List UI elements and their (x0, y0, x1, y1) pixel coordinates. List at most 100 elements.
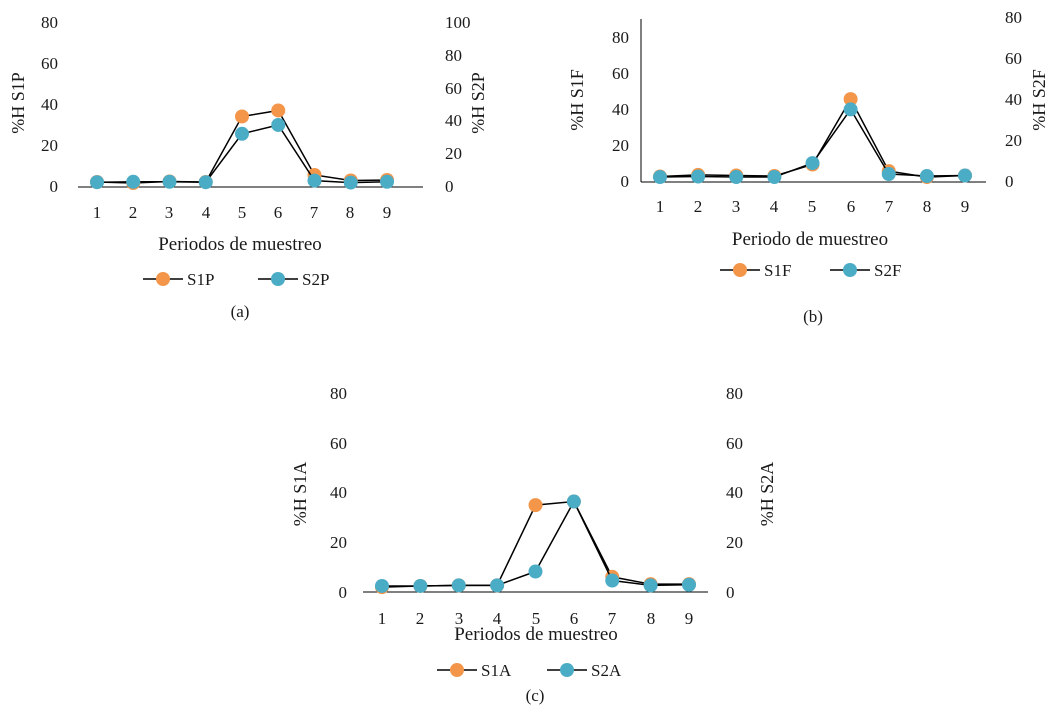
right-tick-label: 20 (726, 533, 743, 552)
x-tick-label: 9 (685, 609, 694, 628)
data-point-s1p (235, 109, 249, 124)
legend-label-s2: S2F (874, 261, 901, 280)
left-tick-label: 20 (330, 533, 347, 552)
right-tick-label: 40 (726, 483, 743, 502)
left-axis-ticks: 0 20 40 60 80 (41, 13, 58, 196)
data-point-s2p (380, 174, 394, 189)
data-point-s2f (881, 167, 896, 182)
legend: S1A S2A (437, 661, 622, 680)
data-point-s2f (729, 170, 744, 185)
left-tick-label: 0 (621, 172, 630, 191)
x-axis-title: Periodos de muestreo (454, 624, 618, 645)
x-axis-title: Periodo de muestreo (732, 229, 888, 250)
left-tick-label: 80 (330, 384, 347, 403)
x-tick-label: 9 (961, 197, 970, 216)
right-tick-label: 0 (1005, 172, 1014, 191)
data-point-s2a (566, 494, 581, 509)
legend-label-s1: S1A (481, 661, 512, 680)
x-tick-label: 9 (383, 203, 392, 222)
right-tick-label: 60 (445, 79, 462, 98)
right-tick-label: 0 (726, 583, 735, 602)
right-tick-label: 40 (445, 111, 462, 130)
x-tick-label: 5 (532, 609, 541, 628)
right-tick-label: 80 (726, 384, 743, 403)
y-axis-title-left: %H S1F (567, 69, 587, 131)
left-tick-label: 0 (339, 583, 348, 602)
y-axis-title-right: %H S2P (468, 72, 488, 134)
chart-b: 0 20 40 60 80 0 20 40 60 80 1 2 3 4 5 6 … (567, 8, 1049, 326)
x-tick-label: 4 (493, 609, 502, 628)
x-tick-label: 8 (923, 197, 932, 216)
data-point-s1a (528, 498, 543, 513)
left-tick-label: 60 (330, 434, 347, 453)
data-point-s2f (805, 156, 820, 171)
x-axis-ticks: 1 2 3 4 5 6 7 8 9 (656, 197, 970, 216)
data-point-s2a (682, 577, 696, 592)
data-point-s2a (375, 578, 389, 593)
left-tick-label: 20 (612, 136, 629, 155)
chart-a: 0 20 40 60 80 0 20 40 60 80 100 1 2 3 4 … (8, 13, 488, 321)
x-tick-label: 4 (770, 197, 779, 216)
data-point-s2p (162, 174, 177, 189)
x-tick-label: 3 (455, 609, 464, 628)
left-tick-label: 40 (41, 95, 58, 114)
chart-caption: (c) (526, 686, 545, 705)
right-tick-label: 100 (445, 13, 471, 32)
left-tick-label: 40 (612, 100, 629, 119)
x-tick-label: 2 (416, 609, 425, 628)
left-axis-ticks: 0 20 40 60 80 (612, 28, 629, 191)
x-tick-label: 5 (238, 203, 247, 222)
legend: S1P S2P (143, 270, 329, 289)
data-point-s2p (343, 175, 358, 190)
left-tick-label: 60 (41, 54, 58, 73)
x-tick-label: 6 (274, 203, 283, 222)
data-point-s2p (307, 173, 322, 188)
right-axis-ticks: 0 20 40 60 80 (726, 384, 743, 602)
x-tick-label: 6 (847, 197, 856, 216)
x-tick-label: 3 (732, 197, 741, 216)
right-tick-label: 20 (1005, 131, 1022, 150)
left-tick-label: 0 (50, 177, 59, 196)
chart-caption: (a) (231, 302, 250, 321)
data-point-s2f (843, 102, 858, 117)
plot-series (90, 103, 394, 190)
right-tick-label: 60 (1005, 49, 1022, 68)
data-point-s2f (653, 170, 667, 185)
x-tick-label: 1 (656, 197, 665, 216)
data-point-s1p (271, 103, 286, 118)
data-point-s2f (919, 169, 934, 184)
data-point-s2p (126, 174, 141, 189)
left-tick-label: 80 (612, 28, 629, 47)
legend-marker-s1 (733, 263, 747, 277)
data-point-s2p (235, 126, 249, 141)
y-axis-title-right: %H S2A (757, 462, 777, 527)
legend-marker-s1 (156, 272, 170, 286)
right-tick-label: 40 (1005, 90, 1022, 109)
legend-label-s2: S2A (591, 661, 622, 680)
x-tick-label: 7 (608, 609, 617, 628)
chart-caption: (b) (803, 307, 823, 326)
right-axis-ticks: 0 20 40 60 80 100 (445, 13, 471, 196)
x-tick-label: 5 (808, 197, 817, 216)
legend-marker-s1 (450, 663, 464, 677)
y-axis-title-left: %H S1A (290, 462, 310, 527)
x-axis-ticks: 1 2 3 4 5 6 7 8 9 (378, 609, 694, 628)
right-axis-ticks: 0 20 40 60 80 (1005, 8, 1022, 191)
data-point-s2p (198, 175, 213, 190)
x-tick-label: 8 (346, 203, 355, 222)
x-tick-label: 6 (570, 609, 579, 628)
legend: S1F S2F (720, 261, 901, 280)
data-point-s2a (605, 573, 620, 588)
right-tick-label: 80 (1005, 8, 1022, 27)
left-tick-label: 40 (330, 483, 347, 502)
data-point-s2p (271, 117, 286, 132)
data-point-s2a (643, 578, 658, 593)
data-point-s2f (691, 169, 706, 184)
y-axis-title-right: %H S2F (1029, 69, 1049, 131)
x-tick-label: 7 (885, 197, 894, 216)
x-tick-label: 2 (129, 203, 138, 222)
right-tick-label: 80 (445, 46, 462, 65)
chart-c: 0 20 40 60 80 0 20 40 60 80 1 2 3 4 5 6 … (290, 384, 777, 705)
data-point-s2a (413, 578, 428, 593)
